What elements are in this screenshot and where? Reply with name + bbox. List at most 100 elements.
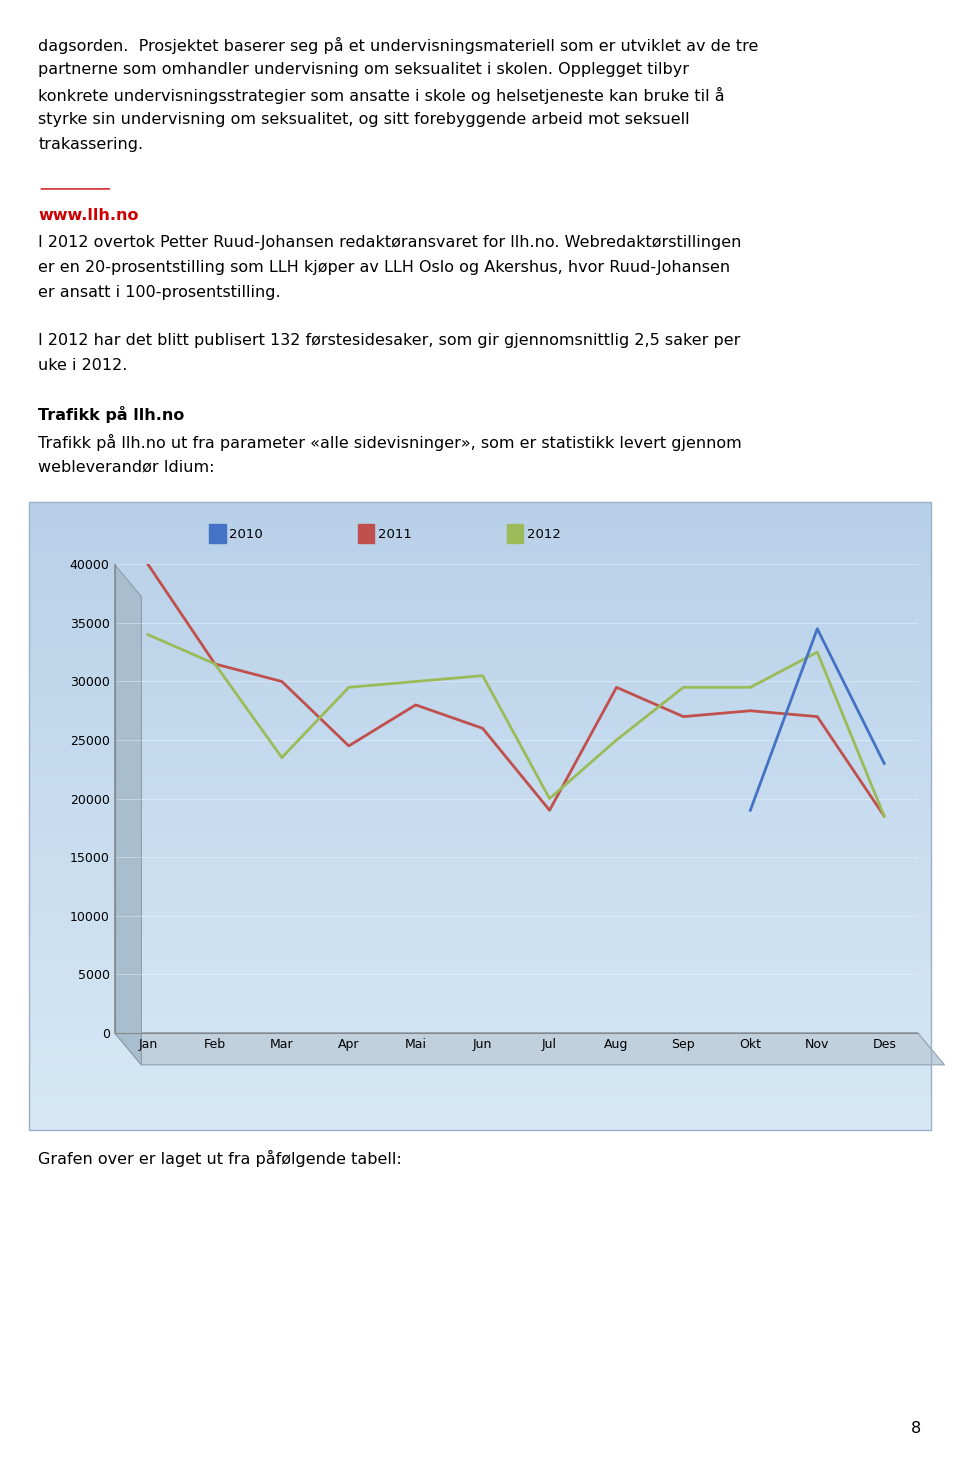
Bar [29,1031,931,1037]
Bar [29,800,931,806]
Bar [29,732,931,737]
Bar [29,999,931,1004]
Bar [29,773,931,779]
Text: 2012: 2012 [527,528,561,541]
Bar [29,548,931,554]
Text: er en 20-prosentstilling som LLH kjøper av LLH Oslo og Akershus, hvor Ruud-Johan: er en 20-prosentstilling som LLH kjøper … [38,260,731,275]
Text: konkrete undervisningsstrategier som ansatte i skole og helsetjeneste kan bruke : konkrete undervisningsstrategier som ans… [38,86,725,104]
Text: www.llh.no: www.llh.no [38,208,139,222]
Bar [29,1094,931,1099]
Bar [358,523,374,542]
Bar [29,1047,931,1051]
Bar [29,538,931,544]
Bar [29,873,931,879]
Bar [29,836,931,842]
Bar [29,1088,931,1094]
Bar [29,958,931,962]
Bar [29,558,931,564]
Bar [29,759,931,763]
Bar [29,885,931,889]
Bar [29,680,931,684]
Bar [29,952,931,958]
Text: I 2012 har det blitt publisert 132 førstesidesaker, som gir gjennomsnittlig 2,5 : I 2012 har det blitt publisert 132 først… [38,333,741,348]
Bar [29,905,931,911]
Bar [29,700,931,706]
Bar [29,528,931,534]
Bar [29,1057,931,1061]
Bar [29,899,931,905]
Bar [29,1104,931,1110]
Bar [29,643,931,648]
Bar [29,1077,931,1083]
Bar [29,1124,931,1130]
Bar [29,654,931,659]
Bar [29,575,931,580]
Text: styrke sin undervisning om seksualitet, og sitt forebyggende arbeid mot seksuell: styrke sin undervisning om seksualitet, … [38,113,690,127]
Bar [29,1067,931,1073]
Bar [29,974,931,978]
Bar [29,674,931,680]
Text: uke i 2012.: uke i 2012. [38,358,128,373]
Bar [29,925,931,931]
Bar [29,743,931,747]
Bar [29,518,931,522]
Bar [29,585,931,591]
Bar [29,716,931,722]
Bar [29,895,931,899]
Bar [29,737,931,743]
Bar [29,601,931,607]
Bar [29,842,931,848]
Bar [29,968,931,974]
Bar [29,962,931,968]
Bar [29,1120,931,1124]
Bar [29,570,931,575]
Bar [29,617,931,621]
Bar [29,1041,931,1047]
Bar [29,1004,931,1010]
Bar [29,512,931,518]
Bar [29,564,931,570]
Bar [29,611,931,617]
Bar [29,554,931,558]
Bar [29,779,931,785]
Text: 2010: 2010 [229,528,263,541]
Bar [29,706,931,711]
Bar [29,1025,931,1031]
Bar [29,1015,931,1020]
Bar [29,690,931,696]
Text: 2011: 2011 [378,528,412,541]
Bar [29,763,931,769]
Bar [29,769,931,773]
Bar [29,978,931,984]
Bar [29,889,931,895]
Bar [29,711,931,716]
Bar [29,596,931,601]
Bar [29,1061,931,1067]
Bar [29,795,931,800]
Bar [29,1020,931,1025]
Bar [29,816,931,822]
Bar [29,1073,931,1077]
Bar [29,942,931,947]
Bar [29,810,931,816]
Bar [29,507,931,512]
Text: 8: 8 [911,1421,922,1436]
Text: Trafikk på llh.no: Trafikk på llh.no [38,406,184,423]
Polygon shape [114,1032,945,1064]
Bar [29,1051,931,1057]
Bar [29,832,931,836]
Bar [29,648,931,654]
Bar [29,501,931,507]
Bar [29,633,931,637]
Bar [29,607,931,611]
Bar [29,947,931,952]
Bar [29,822,931,826]
Bar [29,988,931,994]
Text: er ansatt i 100-prosentstilling.: er ansatt i 100-prosentstilling. [38,285,281,301]
Bar [29,1083,931,1088]
Bar [29,911,931,915]
Text: I 2012 overtok Petter Ruud-Johansen redaktøransvaret for llh.no. Webredaktørstil: I 2012 overtok Petter Ruud-Johansen reda… [38,235,742,250]
Bar [29,727,931,732]
Bar [29,753,931,759]
Polygon shape [114,564,141,1064]
